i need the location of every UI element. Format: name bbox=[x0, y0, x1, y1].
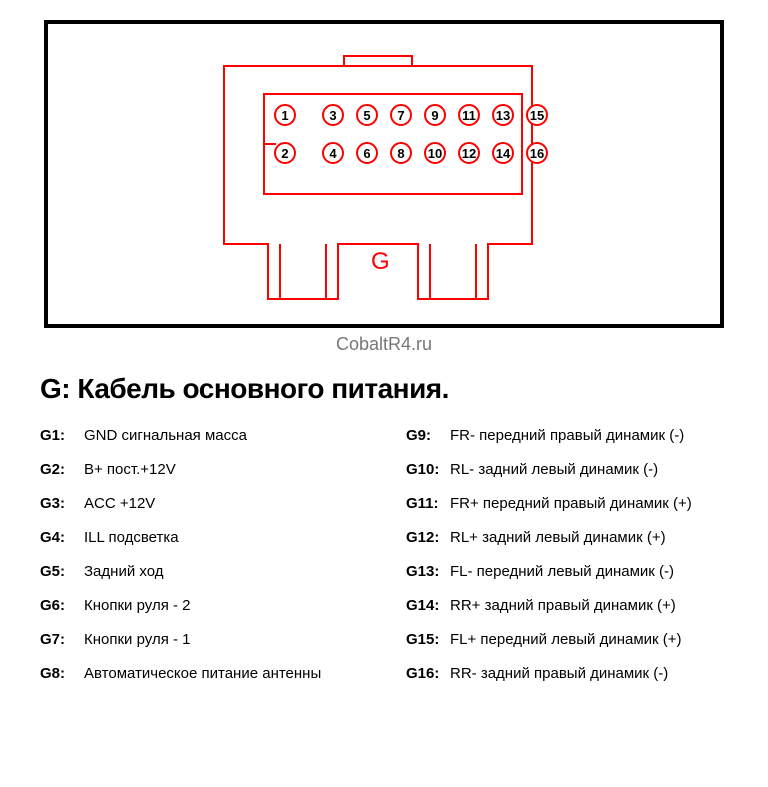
legend-desc: RR+ задний правый динамик (+) bbox=[450, 597, 676, 614]
legend-desc: RR- задний правый динамик (-) bbox=[450, 665, 668, 682]
pin-4: 4 bbox=[322, 142, 344, 164]
pin-6: 6 bbox=[356, 142, 378, 164]
legend-row-g4: G4:ILL подсветка bbox=[40, 529, 362, 546]
legend-key: G13: bbox=[406, 563, 450, 580]
legend-desc: Задний ход bbox=[84, 563, 163, 580]
legend-key: G4: bbox=[40, 529, 84, 546]
pin-14: 14 bbox=[492, 142, 514, 164]
legend-key: G14: bbox=[406, 597, 450, 614]
legend-key: G16: bbox=[406, 665, 450, 682]
legend-desc: FR+ передний правый динамик (+) bbox=[450, 495, 692, 512]
legend-key: G11: bbox=[406, 495, 450, 512]
legend-desc: Автоматическое питание антенны bbox=[84, 665, 321, 682]
legend-row-g2: G2:B+ пост.+12V bbox=[40, 461, 362, 478]
legend-row-g8: G8:Автоматическое питание антенны bbox=[40, 665, 362, 682]
pin-7: 7 bbox=[390, 104, 412, 126]
legend-row-g9: G9:FR- передний правый динамик (-) bbox=[406, 427, 728, 444]
legend-key: G2: bbox=[40, 461, 84, 478]
legend-key: G3: bbox=[40, 495, 84, 512]
pin-11: 11 bbox=[458, 104, 480, 126]
connector-label: G bbox=[371, 248, 390, 276]
legend-row-g7: G7:Кнопки руля - 1 bbox=[40, 631, 362, 648]
watermark-text: CobaltR4.ru bbox=[40, 334, 728, 355]
legend-desc: FL- передний левый динамик (-) bbox=[450, 563, 674, 580]
diagram-frame: 12345678910111213141516 G bbox=[44, 20, 724, 328]
legend-key: G6: bbox=[40, 597, 84, 614]
legend-row-g6: G6:Кнопки руля - 2 bbox=[40, 597, 362, 614]
pin-legend: G1:GND сигнальная массаG2:B+ пост.+12VG3… bbox=[40, 427, 728, 699]
connector-g: 12345678910111213141516 G bbox=[218, 54, 558, 304]
pin-16: 16 bbox=[526, 142, 548, 164]
legend-row-g3: G3:ACC +12V bbox=[40, 495, 362, 512]
legend-row-g1: G1:GND сигнальная масса bbox=[40, 427, 362, 444]
pin-13: 13 bbox=[492, 104, 514, 126]
legend-key: G12: bbox=[406, 529, 450, 546]
legend-col-left: G1:GND сигнальная массаG2:B+ пост.+12VG3… bbox=[40, 427, 362, 699]
legend-row-g16: G16:RR- задний правый динамик (-) bbox=[406, 665, 728, 682]
legend-row-g11: G11:FR+ передний правый динамик (+) bbox=[406, 495, 728, 512]
legend-desc: ACC +12V bbox=[84, 495, 155, 512]
legend-desc: B+ пост.+12V bbox=[84, 461, 176, 478]
legend-desc: RL+ задний левый динамик (+) bbox=[450, 529, 666, 546]
legend-key: G7: bbox=[40, 631, 84, 648]
legend-row-g15: G15:FL+ передний левый динамик (+) bbox=[406, 631, 728, 648]
legend-key: G5: bbox=[40, 563, 84, 580]
legend-row-g14: G14:RR+ задний правый динамик (+) bbox=[406, 597, 728, 614]
legend-desc: ILL подсветка bbox=[84, 529, 179, 546]
legend-desc: FL+ передний левый динамик (+) bbox=[450, 631, 682, 648]
pin-2: 2 bbox=[274, 142, 296, 164]
pin-8: 8 bbox=[390, 142, 412, 164]
legend-desc: GND сигнальная масса bbox=[84, 427, 247, 444]
legend-desc: FR- передний правый динамик (-) bbox=[450, 427, 684, 444]
pin-12: 12 bbox=[458, 142, 480, 164]
pin-5: 5 bbox=[356, 104, 378, 126]
legend-key: G8: bbox=[40, 665, 84, 682]
legend-row-g10: G10:RL- задний левый динамик (-) bbox=[406, 461, 728, 478]
pin-3: 3 bbox=[322, 104, 344, 126]
legend-key: G9: bbox=[406, 427, 450, 444]
pin-1: 1 bbox=[274, 104, 296, 126]
legend-desc: Кнопки руля - 2 bbox=[84, 597, 191, 614]
legend-col-right: G9:FR- передний правый динамик (-)G10:RL… bbox=[406, 427, 728, 699]
legend-row-g12: G12:RL+ задний левый динамик (+) bbox=[406, 529, 728, 546]
legend-row-g13: G13:FL- передний левый динамик (-) bbox=[406, 563, 728, 580]
legend-key: G10: bbox=[406, 461, 450, 478]
legend-desc: Кнопки руля - 1 bbox=[84, 631, 191, 648]
legend-row-g5: G5:Задний ход bbox=[40, 563, 362, 580]
legend-key: G1: bbox=[40, 427, 84, 444]
pin-15: 15 bbox=[526, 104, 548, 126]
legend-key: G15: bbox=[406, 631, 450, 648]
legend-desc: RL- задний левый динамик (-) bbox=[450, 461, 658, 478]
diagram-title: G: Кабель основного питания. bbox=[40, 373, 728, 405]
pin-9: 9 bbox=[424, 104, 446, 126]
pin-10: 10 bbox=[424, 142, 446, 164]
